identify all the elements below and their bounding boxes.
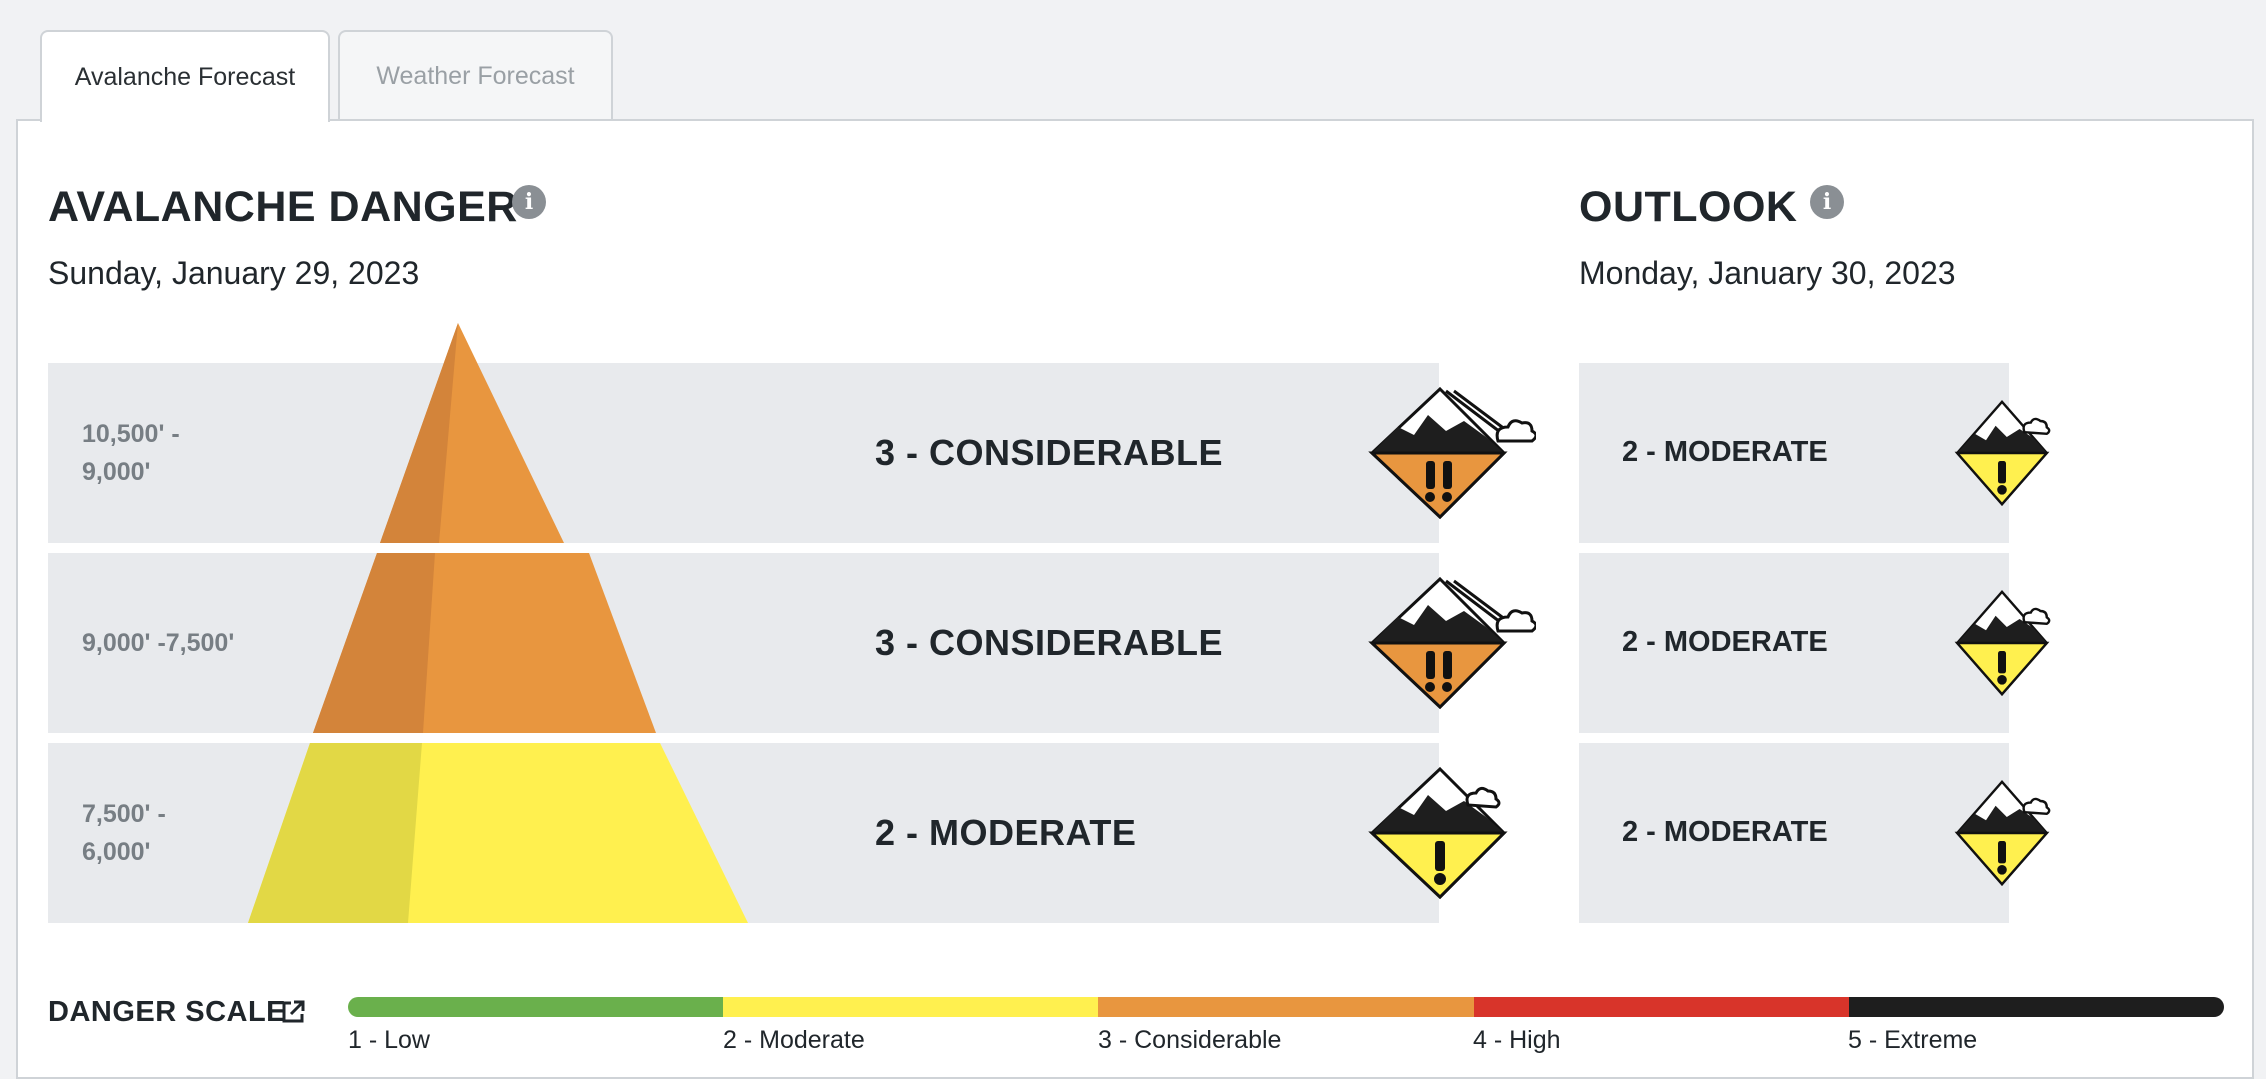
tab-avalanche-forecast[interactable]: Avalanche Forecast xyxy=(40,30,330,122)
outlook-title: OUTLOOK xyxy=(1579,183,1798,231)
outlook-rating-lower: 2 - MODERATE xyxy=(1622,816,1828,848)
scale-segment-moderate xyxy=(723,997,1099,1017)
tab-weather-forecast[interactable]: Weather Forecast xyxy=(338,30,613,120)
danger-moderate-icon xyxy=(1954,779,2051,887)
avalanche-danger-title: AVALANCHE DANGER xyxy=(48,183,518,231)
scale-segment-considerable xyxy=(1098,997,1474,1017)
danger-considerable-icon xyxy=(1368,386,1536,520)
external-link-icon[interactable] xyxy=(280,999,306,1025)
danger-rating-lower: 2 - MODERATE xyxy=(875,812,1137,853)
danger-row-middle xyxy=(48,553,1439,733)
scale-segment-high xyxy=(1473,997,1849,1017)
outlook-date: Monday, January 30, 2023 xyxy=(1579,255,1956,291)
elevation-label-lower: 7,500' - 6,000' xyxy=(82,800,166,866)
outlook-rating-upper: 2 - MODERATE xyxy=(1622,436,1828,468)
scale-label-high: 4 - High xyxy=(1473,1026,1561,1054)
danger-scale-title: DANGER SCALE xyxy=(48,996,287,1028)
scale-segment-low xyxy=(348,997,724,1017)
danger-considerable-icon xyxy=(1368,576,1536,710)
tab-label: Avalanche Forecast xyxy=(74,62,296,91)
tab-label: Weather Forecast xyxy=(376,61,575,90)
elevation-label-middle: 9,000' -7,500' xyxy=(82,629,235,657)
danger-moderate-icon xyxy=(1954,589,2051,697)
outlook-row-lower xyxy=(1579,743,2009,923)
scale-label-moderate: 2 - Moderate xyxy=(723,1026,865,1054)
outlook-row-upper xyxy=(1579,363,2009,543)
outlook-rating-middle: 2 - MODERATE xyxy=(1622,626,1828,658)
danger-moderate-icon xyxy=(1954,399,2051,507)
danger-rating-middle: 3 - CONSIDERABLE xyxy=(875,622,1224,663)
danger-rating-upper: 3 - CONSIDERABLE xyxy=(875,432,1224,473)
scale-label-low: 1 - Low xyxy=(348,1026,430,1054)
info-icon[interactable]: i xyxy=(1810,185,1844,219)
danger-moderate-icon xyxy=(1368,766,1508,900)
scale-label-extreme: 5 - Extreme xyxy=(1848,1026,1978,1054)
scale-segment-extreme xyxy=(1848,997,2224,1017)
outlook-row-middle xyxy=(1579,553,2009,733)
danger-row-upper xyxy=(48,363,1439,543)
danger-scale-bar xyxy=(348,997,2224,1017)
danger-date: Sunday, January 29, 2023 xyxy=(48,255,420,291)
info-icon[interactable]: i xyxy=(512,185,546,219)
scale-label-considerable: 3 - Considerable xyxy=(1098,1026,1282,1054)
elevation-label-upper: 10,500' - 9,000' xyxy=(82,420,180,486)
